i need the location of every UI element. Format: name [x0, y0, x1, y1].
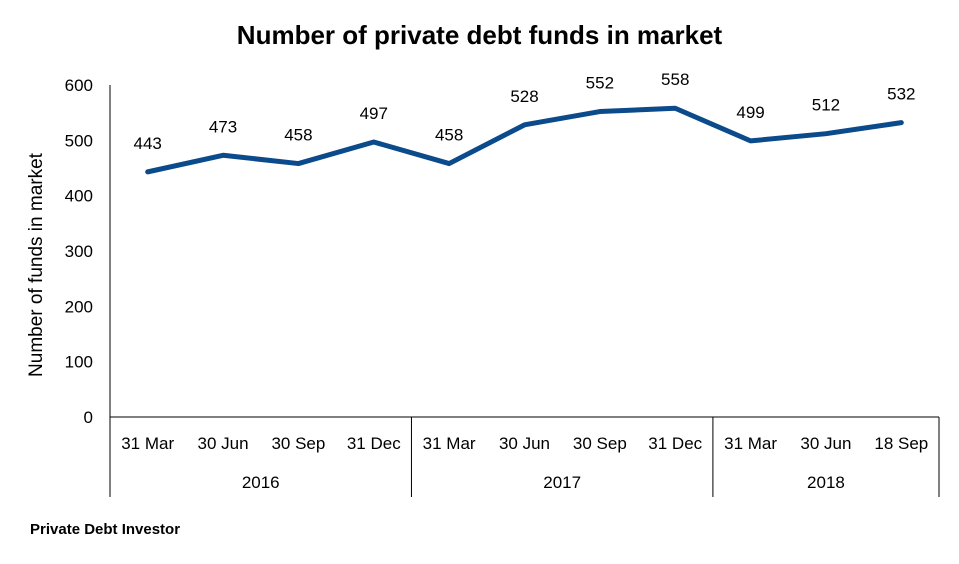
data-label: 497 [360, 104, 388, 123]
x-tick-label: 30 Sep [573, 434, 627, 453]
data-label: 443 [133, 134, 161, 153]
data-label: 558 [661, 70, 689, 89]
y-tick-label: 600 [65, 76, 93, 95]
y-tick-label: 300 [65, 242, 93, 261]
y-tick-label: 0 [84, 408, 93, 427]
data-labels: 443 473 458 497 458 528 552 558 499 512 532 [133, 70, 915, 153]
data-label: 458 [284, 126, 312, 145]
x-tick-label: 31 Dec [648, 434, 702, 453]
data-label: 528 [510, 87, 538, 106]
chart-title: Number of private debt funds in market [236, 20, 723, 50]
data-label: 499 [736, 103, 764, 122]
x-tick-label: 31 Mar [724, 434, 777, 453]
y-tick-label: 200 [65, 297, 93, 316]
x-tick-label: 31 Mar [423, 434, 476, 453]
chart-axes [109, 85, 940, 497]
y-tick-label: 500 [65, 131, 93, 150]
data-label: 512 [812, 96, 840, 115]
data-label: 552 [586, 74, 614, 93]
x-tick-label: 30 Jun [198, 434, 249, 453]
x-tick-label: 30 Sep [271, 434, 325, 453]
x-group-label: 2016 [242, 473, 280, 492]
x-tick-label: 30 Jun [499, 434, 550, 453]
data-label: 458 [435, 126, 463, 145]
x-tick-label: 31 Dec [347, 434, 401, 453]
y-tick-label: 100 [65, 353, 93, 372]
data-label: 473 [209, 117, 237, 136]
data-label: 532 [887, 85, 915, 104]
y-axis-title: Number of funds in market [26, 152, 47, 377]
source-note: Private Debt Investor [30, 521, 181, 538]
x-tick-label: 31 Mar [121, 434, 174, 453]
y-tick-label: 400 [65, 187, 93, 206]
series-line [145, 105, 904, 175]
x-group-label: 2018 [807, 473, 845, 492]
x-tick-label: 30 Jun [800, 434, 851, 453]
x-group-label: 2017 [543, 473, 581, 492]
y-axis-tick-labels: 0 100 200 300 400 500 600 [65, 76, 93, 427]
x-axis-tick-labels: 31 Mar 30 Jun 30 Sep 31 Dec 31 Mar 30 Jun 30 S… [121, 434, 928, 453]
x-tick-label: 18 Sep [874, 434, 928, 453]
x-axis-group-labels: 2016 2017 2018 [242, 473, 845, 492]
